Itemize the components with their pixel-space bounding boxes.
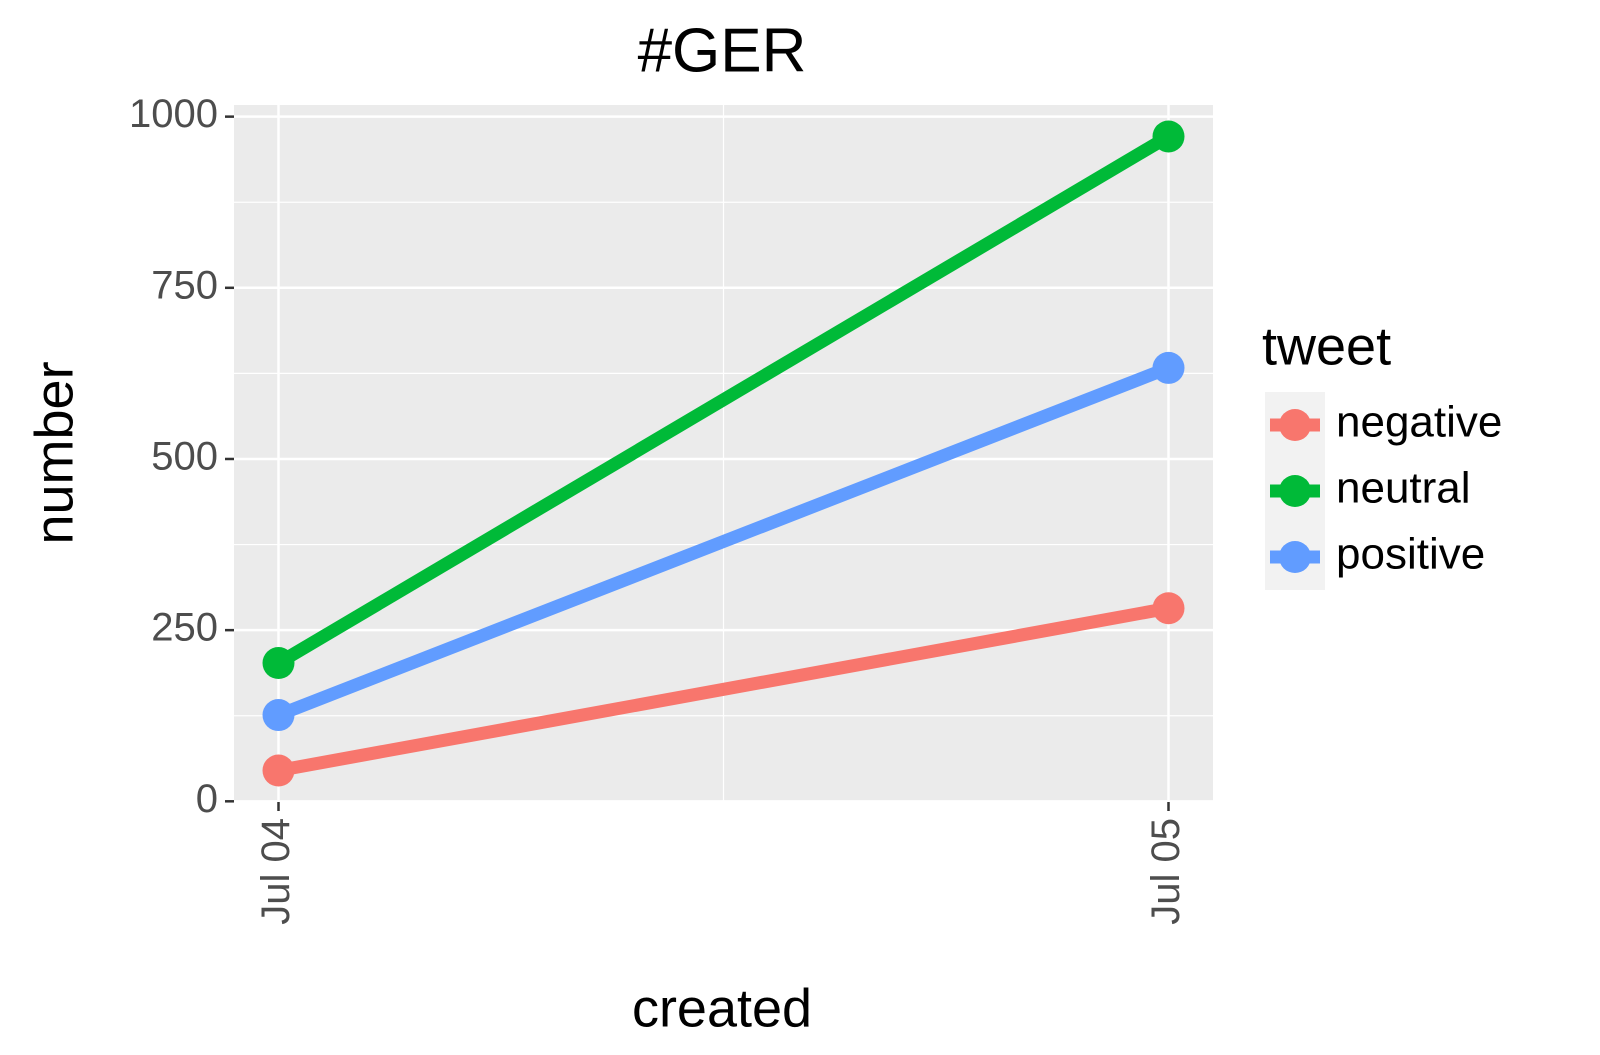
legend-label: negative	[1336, 398, 1502, 447]
legend-label: positive	[1336, 530, 1485, 579]
legend-title: tweet	[1262, 316, 1391, 376]
chart-title: #GER	[638, 16, 807, 85]
data-point	[262, 699, 295, 732]
series-line	[277, 601, 1170, 777]
legend-key-point	[1279, 475, 1311, 507]
data-point	[1152, 592, 1185, 625]
x-tick-label: Jul 05	[1144, 818, 1188, 925]
data-point	[1152, 120, 1185, 153]
data-point	[262, 647, 295, 680]
legend-key-point	[1279, 409, 1311, 441]
y-axis-title: number	[24, 361, 84, 544]
y-tick-label: 0	[196, 777, 218, 821]
series-line	[275, 130, 1172, 669]
y-tick-label: 500	[151, 435, 218, 479]
data-point	[1152, 351, 1185, 384]
data-point	[262, 754, 295, 787]
y-tick-label: 750	[151, 263, 218, 307]
x-axis-title: created	[632, 978, 812, 1038]
legend-key-point	[1279, 541, 1311, 573]
x-tick-label: Jul 04	[254, 818, 298, 925]
legend-label: neutral	[1336, 464, 1471, 513]
series-line	[276, 361, 1171, 722]
y-tick-label: 1000	[129, 92, 218, 136]
y-tick-label: 250	[151, 606, 218, 650]
